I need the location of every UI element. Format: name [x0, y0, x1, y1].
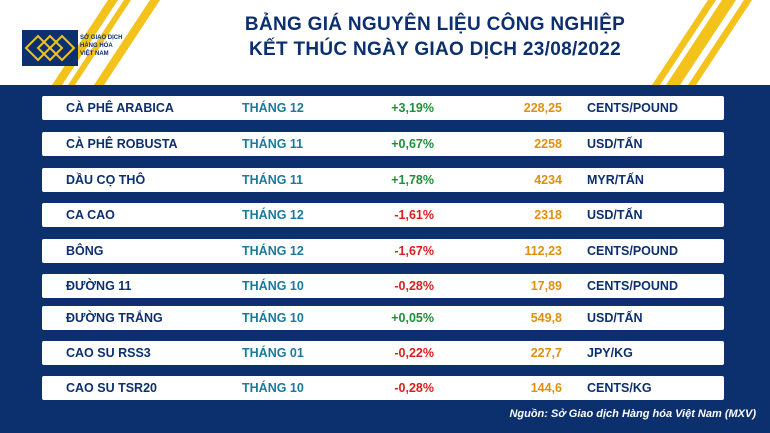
price-unit: MYR/TẤN [587, 173, 644, 187]
change-percent: -1,67% [394, 244, 434, 258]
price-value: 112,23 [524, 244, 562, 258]
price-value: 4234 [534, 173, 562, 187]
page-title: BẢNG GIÁ NGUYÊN LIỆU CÔNG NGHIỆP KẾT THÚ… [150, 12, 720, 62]
price-value: 2258 [534, 137, 562, 151]
logo-mark-icon [22, 30, 78, 66]
contract-month: THÁNG 10 [242, 311, 304, 325]
contract-month: THÁNG 10 [242, 381, 304, 395]
table-row: BÔNG THÁNG 12 -1,67% 112,23 CENTS/POUND [42, 239, 724, 263]
contract-month: THÁNG 11 [242, 173, 304, 187]
change-percent: -0,28% [394, 381, 434, 395]
price-value: 2318 [534, 208, 562, 222]
commodity-name: DẦU CỌ THÔ [66, 173, 146, 187]
commodity-name: CAO SU TSR20 [66, 381, 157, 395]
price-value: 17,89 [530, 279, 562, 293]
price-unit: USD/TẤN [587, 208, 643, 222]
price-unit: CENTS/POUND [587, 101, 678, 115]
title-line-2: KẾT THÚC NGÀY GIAO DỊCH 23/08/2022 [248, 39, 621, 60]
change-percent: -1,61% [394, 208, 434, 222]
change-percent: +0,05% [391, 311, 434, 325]
commodity-name: BÔNG [66, 244, 104, 258]
logo-text-line: SỞ GIAO DỊCH [80, 35, 123, 41]
header: SỞ GIAO DỊCH HÀNG HÓA VIỆT NAM BẢNG GIÁ … [0, 0, 770, 85]
change-percent: -0,22% [394, 346, 434, 360]
contract-month: THÁNG 12 [242, 101, 304, 115]
price-unit: USD/TẤN [587, 137, 643, 151]
price-unit: CENTS/POUND [587, 279, 678, 293]
table-row: CAO SU TSR20 THÁNG 10 -0,28% 144,6 CENTS… [42, 376, 724, 400]
table-row: CÀ PHÊ ROBUSTA THÁNG 11 +0,67% 2258 USD/… [42, 132, 724, 156]
commodity-name: CAO SU RSS3 [66, 346, 151, 360]
table-row: ĐƯỜNG TRẮNG THÁNG 10 +0,05% 549,8 USD/TẤ… [42, 306, 724, 330]
table-row: CÀ PHÊ ARABICA THÁNG 12 +3,19% 228,25 CE… [42, 96, 724, 120]
table-row: DẦU CỌ THÔ THÁNG 11 +1,78% 4234 MYR/TẤN [42, 168, 724, 192]
mxv-logo: SỞ GIAO DỊCH HÀNG HÓA VIỆT NAM [22, 30, 144, 66]
change-percent: +3,19% [391, 101, 434, 115]
contract-month: THÁNG 11 [242, 137, 304, 151]
source-note: Nguồn: Sở Giao dịch Hàng hóa Việt Nam (M… [509, 408, 756, 420]
price-value: 144,6 [530, 381, 562, 395]
table-row: ĐƯỜNG 11 THÁNG 10 -0,28% 17,89 CENTS/POU… [42, 274, 724, 298]
commodity-name: CÀ PHÊ ROBUSTA [66, 137, 178, 151]
header-stripes [52, 0, 752, 85]
commodity-name: ĐƯỜNG TRẮNG [66, 311, 163, 325]
price-value: 228,25 [523, 101, 562, 115]
price-value: 549,8 [530, 311, 562, 325]
commodity-name: CA CAO [66, 208, 115, 222]
logo-text: SỞ GIAO DỊCH HÀNG HÓA VIỆT NAM [80, 34, 144, 58]
change-percent: -0,28% [394, 279, 434, 293]
commodity-name: CÀ PHÊ ARABICA [66, 101, 174, 115]
table-row: CA CAO THÁNG 12 -1,61% 2318 USD/TẤN [42, 203, 724, 227]
contract-month: THÁNG 10 [242, 279, 304, 293]
price-unit: USD/TẤN [587, 311, 643, 325]
price-unit: CENTS/KG [587, 381, 652, 395]
title-line-1: BẢNG GIÁ NGUYÊN LIỆU CÔNG NGHIỆP [244, 14, 626, 35]
price-unit: JPY/KG [587, 346, 633, 360]
change-percent: +1,78% [391, 173, 434, 187]
price-value: 227,7 [530, 346, 562, 360]
logo-text-line: HÀNG HÓA [80, 43, 113, 49]
contract-month: THÁNG 12 [242, 244, 304, 258]
table-row: CAO SU RSS3 THÁNG 01 -0,22% 227,7 JPY/KG [42, 341, 724, 365]
change-percent: +0,67% [391, 137, 434, 151]
price-unit: CENTS/POUND [587, 244, 678, 258]
contract-month: THÁNG 12 [242, 208, 304, 222]
logo-text-line: VIỆT NAM [80, 51, 109, 57]
contract-month: THÁNG 01 [242, 346, 304, 360]
commodity-name: ĐƯỜNG 11 [66, 279, 132, 293]
